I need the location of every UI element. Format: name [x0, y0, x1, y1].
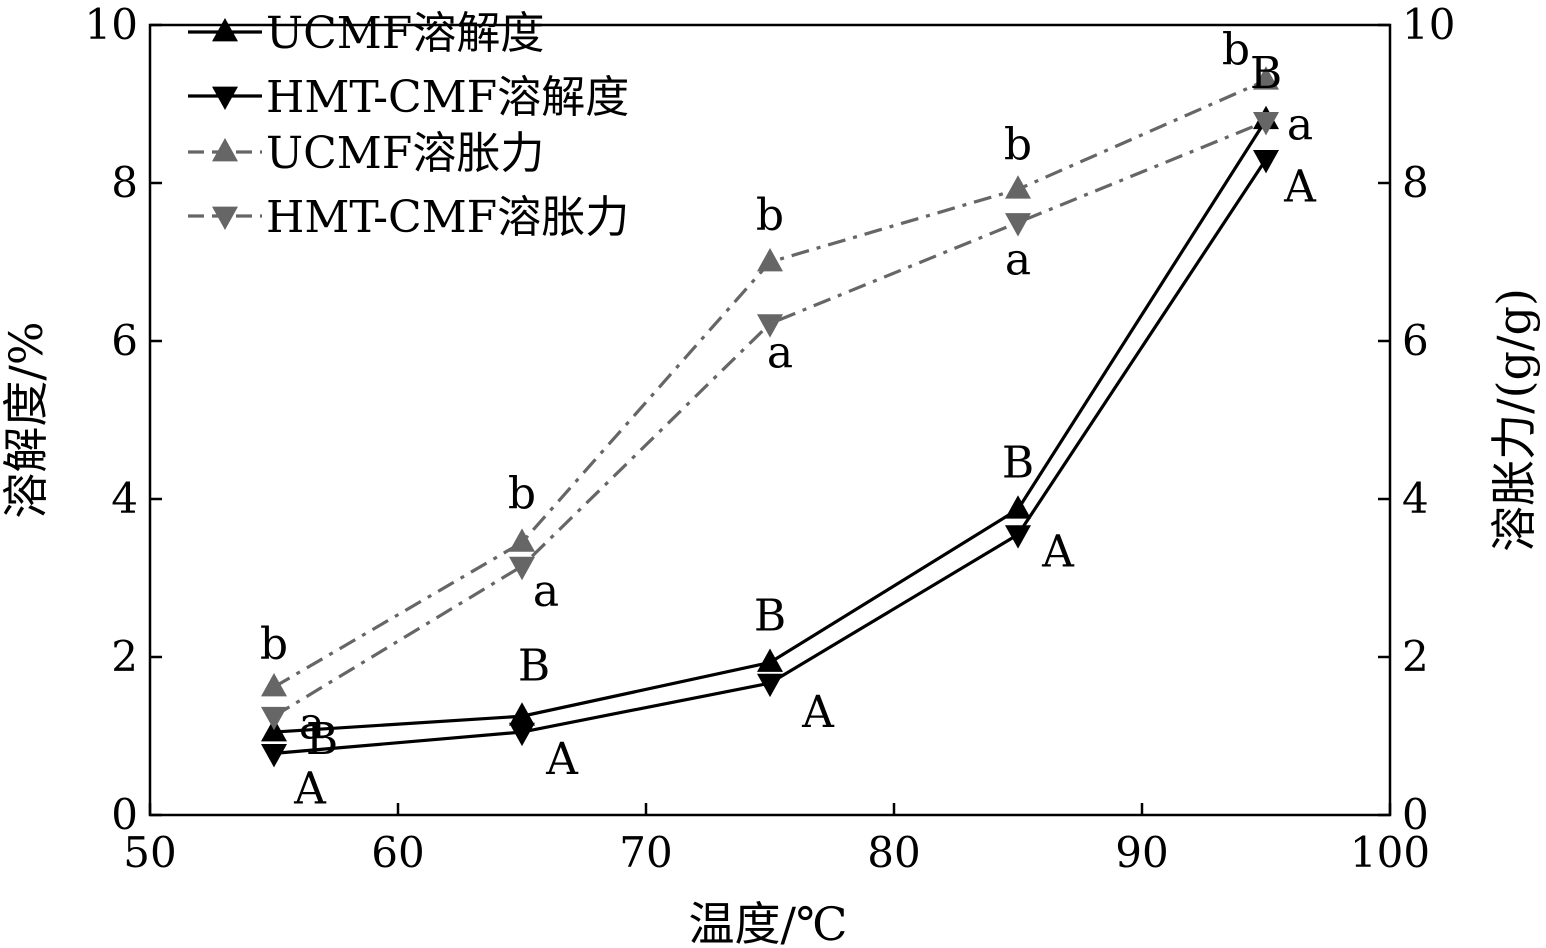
data-point-marker: [757, 648, 783, 672]
x-tick-label: 80: [867, 828, 920, 877]
data-label: a: [767, 328, 793, 379]
legend-entry: UCMF溶胀力: [266, 128, 544, 179]
legend-marker: [212, 206, 238, 231]
data-point-marker: [1005, 525, 1031, 549]
data-label: B: [518, 640, 550, 691]
data-label: a: [1287, 99, 1313, 150]
y-right-tick-label: 8: [1402, 158, 1429, 207]
data-label: a: [533, 566, 559, 617]
data-point-marker: [261, 706, 287, 731]
series-layer: [261, 66, 1279, 768]
y-left-tick-label: 10: [85, 0, 138, 49]
data-point-marker: [757, 247, 783, 272]
y-left-tick-label: 4: [111, 474, 138, 523]
series-2: [261, 66, 1279, 697]
data-label: B: [754, 591, 786, 642]
data-point-marker: [757, 673, 783, 698]
x-tick-label: 70: [619, 828, 672, 877]
y-left-tick-label: 6: [111, 316, 138, 365]
data-point-marker: [261, 744, 287, 768]
data-point-marker: [1005, 495, 1031, 519]
x-tick-label: 90: [1115, 828, 1168, 877]
legend-marker: [212, 137, 238, 162]
data-label: A: [293, 763, 327, 814]
data-point-marker: [261, 672, 287, 697]
data-label: a: [299, 698, 325, 749]
x-tick-label: 100: [1350, 828, 1430, 877]
legend-marker: [212, 17, 238, 42]
plot-frame: [148, 23, 1392, 817]
x-axis-label: 温度/℃: [689, 897, 848, 948]
legend-marker: [212, 86, 238, 111]
data-label: a: [1005, 235, 1031, 286]
data-point-marker: [509, 528, 535, 552]
y-left-tick-label: 8: [111, 158, 138, 207]
x-tick-label: 60: [371, 828, 424, 877]
legend-entry: UCMF溶解度: [266, 8, 544, 59]
y-right-tick-label: 10: [1402, 0, 1455, 49]
data-label: b: [1222, 24, 1250, 75]
data-point-marker: [1253, 66, 1279, 90]
data-point-marker: [509, 556, 535, 581]
y-right-tick-label: 4: [1402, 474, 1429, 523]
series-1: [261, 149, 1279, 768]
x-tick-label: 50: [123, 828, 176, 877]
data-point-marker: [509, 722, 535, 747]
data-label: B: [1002, 437, 1034, 488]
y-axis-label-left: 溶解度/%: [0, 321, 53, 518]
data-point-marker: [1253, 149, 1279, 174]
data-label: b: [508, 468, 536, 519]
y-axis-label-right: 溶胀力/(g/g): [1487, 288, 1541, 552]
y-left-tick-label: 2: [111, 632, 138, 681]
data-label: b: [756, 190, 784, 241]
data-point-marker: [509, 702, 535, 726]
y-left-tick-label: 0: [111, 790, 138, 839]
data-label: A: [1041, 527, 1075, 578]
data-label: b: [260, 619, 288, 670]
legend-entry: HMT-CMF溶胀力: [266, 192, 629, 243]
data-label: A: [545, 734, 579, 785]
data-point-marker: [1253, 112, 1279, 136]
data-label: A: [1283, 161, 1317, 212]
data-label: A: [801, 687, 835, 738]
data-label: B: [1250, 48, 1282, 99]
legend-entry: HMT-CMF溶解度: [266, 72, 629, 123]
data-point-marker: [1005, 175, 1031, 199]
y-right-tick-label: 0: [1402, 790, 1429, 839]
plot-border: [148, 23, 1392, 817]
data-label: b: [1004, 119, 1032, 170]
data-point-marker: [757, 314, 783, 338]
data-label: B: [306, 714, 338, 765]
y-right-tick-label: 2: [1402, 632, 1429, 681]
series-3: [261, 112, 1279, 731]
y-right-tick-label: 6: [1402, 316, 1429, 365]
data-point-marker: [1005, 213, 1031, 237]
